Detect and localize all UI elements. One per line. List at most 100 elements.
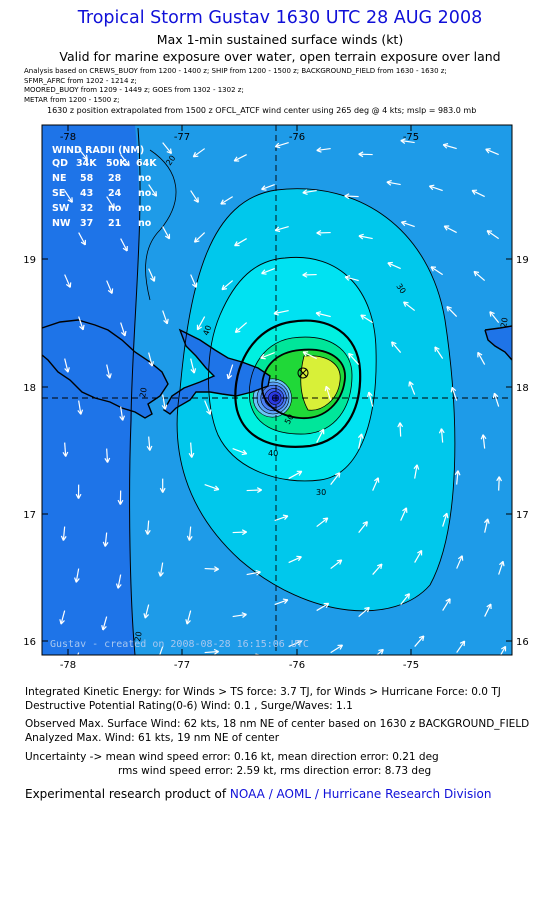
wind-vector-arrow [102, 532, 109, 547]
coastline-jamaica [42, 319, 169, 419]
land-haiti [164, 330, 270, 414]
max-wind-marker [297, 367, 309, 379]
contour-label: 40 [201, 324, 213, 337]
wind-vector-arrow [261, 184, 275, 191]
wind-vector-arrow [162, 310, 169, 325]
wind-radii-cell: NE [52, 173, 66, 184]
wind-vector-arrow [434, 346, 444, 359]
wind-vector-field [59, 138, 507, 672]
latitude-label: 16 [23, 637, 36, 648]
isotach-45-bold [234, 319, 362, 448]
wind-vector-arrow [226, 364, 234, 380]
wind-vector-arrow [316, 229, 331, 236]
wind-vector-arrow [408, 381, 416, 395]
latitude-label: 19 [516, 255, 529, 266]
wind-vector-arrow [274, 514, 289, 522]
wind-vector-arrow [261, 268, 275, 275]
wind-vector-arrow [193, 232, 206, 243]
wind-vector-arrow [115, 659, 121, 672]
wind-vector-arrow [428, 184, 443, 192]
wind-radii-cell: 58 [80, 173, 94, 184]
wind-vector-arrow [246, 569, 261, 576]
wind-vector-arrow [330, 472, 341, 485]
wind-vector-arrow [344, 193, 359, 200]
coastline-east [484, 325, 512, 361]
coastline-haiti [163, 328, 271, 415]
wind-vector-arrow [357, 433, 364, 449]
wind-radii-title: WIND RADII (NM) [52, 145, 144, 156]
wind-vector-arrow [499, 645, 507, 655]
wind-vector-arrow [117, 490, 124, 505]
wind-vector-arrow [104, 448, 111, 463]
wind-vector-arrow [372, 563, 383, 575]
wind-radii-header: QD [52, 158, 68, 169]
wind-vector-arrow [148, 268, 156, 282]
wind-vector-arrow [120, 322, 127, 337]
map-axes: -78 -78 -77 -77 -76 -76 -75 -75 19 19 18 18 17 17 16 16 [23, 125, 529, 671]
wind-vector-arrow [64, 190, 73, 203]
wind-vector-arrow [360, 314, 373, 324]
wind-radii-cell: no [138, 218, 152, 229]
wind-vector-arrow [400, 507, 408, 521]
wind-vector-arrow [274, 225, 289, 233]
wind-vector-arrow [221, 280, 234, 291]
wind-vector-arrow [196, 316, 206, 331]
wind-vector-arrow [442, 598, 451, 611]
latitude-label: 16 [516, 637, 529, 648]
wind-vector-arrow [489, 311, 500, 323]
latitude-label: 18 [516, 383, 529, 394]
wind-vector-arrow [386, 179, 401, 186]
wind-vector-arrow [233, 154, 247, 162]
contour-label: 20 [133, 631, 144, 643]
wind-vector-arrow [120, 154, 130, 167]
wind-vector-arrow [204, 566, 219, 572]
wind-vector-arrow [372, 477, 380, 491]
observed-max-wind: Observed Max. Surface Wind: 62 kts, 18 n… [25, 718, 530, 730]
wind-vector-arrow [442, 512, 449, 527]
credit-organization-link[interactable]: NOAA / AOML / Hurricane Research Divisio… [229, 787, 492, 801]
wind-vector-arrow [316, 146, 331, 153]
wind-radii-cell: 43 [80, 188, 93, 199]
latitude-label: 17 [23, 510, 36, 521]
wind-vector-arrow [106, 364, 112, 379]
wind-radii-cell: 32 [80, 203, 93, 214]
wind-vector-arrow [391, 341, 402, 353]
longitude-label: -77 [174, 660, 190, 671]
wind-vector-arrow [324, 385, 332, 401]
wind-radii-cell: no [138, 188, 152, 199]
wind-vector-arrow [302, 351, 317, 360]
wind-vector-arrow [220, 196, 233, 205]
wind-vector-arrow [316, 428, 325, 443]
wind-vector-arrow [397, 422, 404, 437]
wind-vector-arrow [403, 301, 416, 312]
wind-radii-cell: 37 [80, 218, 93, 229]
wind-band-60kt [300, 355, 341, 411]
wind-vector-arrow [344, 275, 359, 282]
wind-vector-arrow [454, 470, 461, 485]
credit-prefix: Experimental research product of [25, 787, 230, 801]
wind-vector-arrow [414, 635, 425, 647]
wind-vector-arrow [190, 358, 197, 374]
longitude-label: -78 [60, 132, 76, 143]
latitude-label: 18 [23, 383, 36, 394]
wind-vector-arrow [148, 184, 158, 197]
analysis-sources: Analysis based on CREWS_BUOY from 1200 -… [24, 67, 447, 105]
map-credit: Gustav - created on 2008-08-28 16:15:06 … [50, 639, 309, 650]
analyzed-max-wind: Analyzed Max. Wind: 61 kts, 19 nm NE of … [25, 732, 280, 744]
wind-vector-arrow [158, 562, 164, 577]
wind-vector-arrow [232, 529, 247, 536]
wind-vector-arrow [302, 271, 317, 278]
wind-vector-arrow [204, 648, 219, 655]
wind-vector-arrow [161, 394, 168, 410]
wind-vector-arrow [156, 646, 164, 655]
analysis-line: Analysis based on CREWS_BUOY from 1200 -… [24, 67, 447, 75]
wind-vector-arrow [120, 238, 128, 252]
credit-line: Experimental research product of NOAA / … [25, 787, 491, 801]
wind-vector-arrow [190, 274, 198, 288]
wind-vector-arrow [442, 143, 457, 150]
wind-vector-arrow [486, 230, 500, 240]
wind-vector-arrow [119, 406, 126, 421]
wind-radii-cell: SE [52, 188, 65, 199]
wind-vector-arrow [273, 309, 289, 316]
analysis-line: SFMR_AFRC from 1202 - 1214 z; [24, 76, 137, 85]
